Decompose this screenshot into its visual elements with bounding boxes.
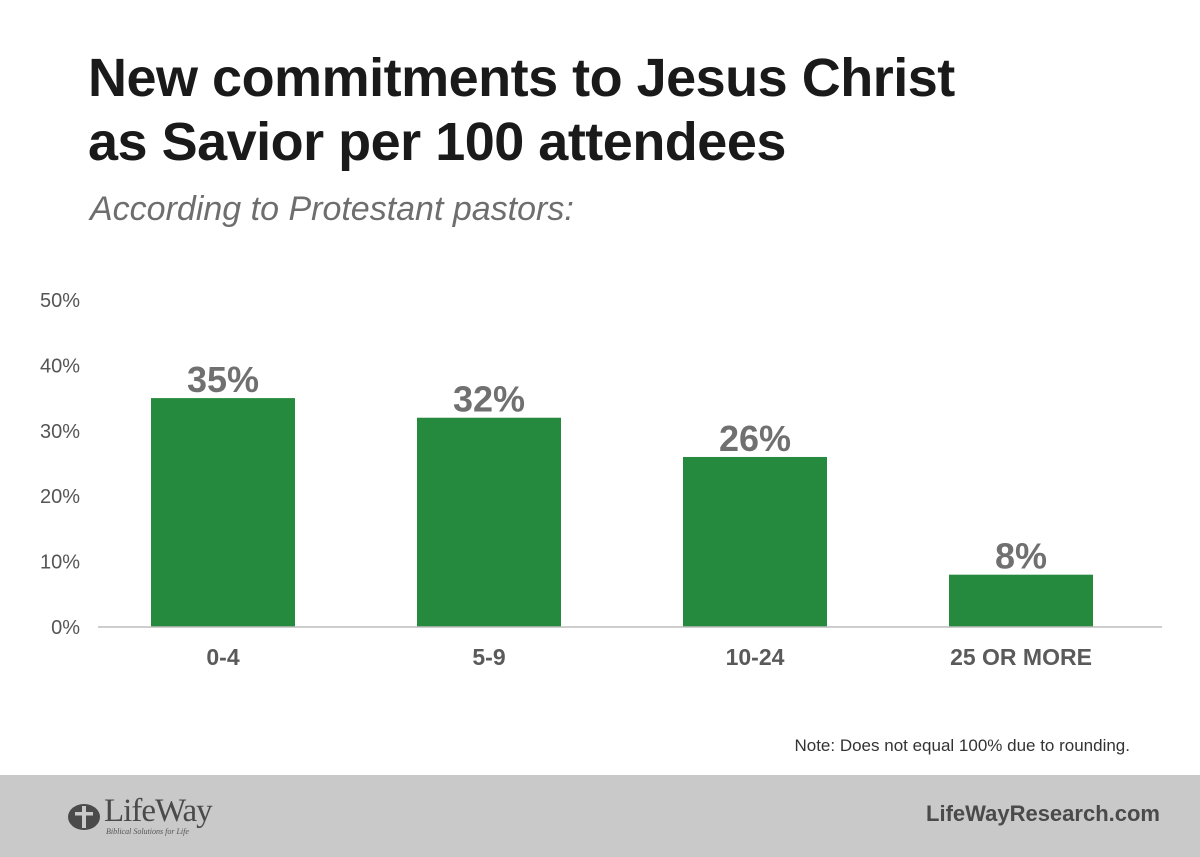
- bar-4: [949, 574, 1093, 627]
- data-label: 8%: [995, 536, 1047, 577]
- x-tick-label: 0-4: [206, 644, 239, 670]
- x-axis-labels: 0-4 5-9 10-24 25 OR MORE: [206, 644, 1092, 670]
- bar-chart: 0% 10% 20% 30% 40% 50% 35% 32% 26% 8% 0-4 5-9 10-2…: [40, 290, 1162, 670]
- bar-2: [417, 417, 561, 627]
- data-label: 32%: [453, 379, 525, 420]
- y-tick-label: 40%: [40, 355, 80, 377]
- data-label: 35%: [187, 359, 259, 400]
- chart-subtitle: According to Protestant pastors:: [90, 190, 574, 228]
- chart-title-line-1: New commitments to Jesus Christ: [88, 48, 955, 108]
- bar-3: [683, 456, 827, 627]
- x-tick-label: 25 OR MORE: [950, 644, 1092, 670]
- lifeway-logo: LifeWay Biblical Solutions for Life: [66, 793, 236, 839]
- footer-bar: LifeWay Biblical Solutions for Life Life…: [0, 775, 1200, 857]
- data-labels: 35% 32% 26% 8%: [187, 359, 1047, 577]
- x-tick-label: 10-24: [726, 644, 785, 670]
- y-tick-label: 50%: [40, 290, 80, 312]
- lifeway-emblem-icon: [68, 804, 100, 830]
- y-tick-label: 0%: [51, 617, 80, 639]
- bar-1: [151, 398, 295, 627]
- chart-title: New commitments to Jesus Christ as Savio…: [88, 46, 955, 174]
- website-link[interactable]: LifeWayResearch.com: [926, 801, 1160, 826]
- chart-title-line-2: as Savior per 100 attendees: [88, 112, 786, 172]
- y-tick-label: 20%: [40, 486, 80, 508]
- logo-tagline: Biblical Solutions for Life: [106, 827, 189, 836]
- bars: [151, 398, 1093, 627]
- y-axis-ticks: 0% 10% 20% 30% 40% 50%: [40, 290, 80, 639]
- y-tick-label: 30%: [40, 421, 80, 443]
- y-tick-label: 10%: [40, 552, 80, 574]
- logo-wordmark: LifeWay: [104, 793, 213, 829]
- data-label: 26%: [719, 418, 791, 459]
- rounding-note: Note: Does not equal 100% due to roundin…: [794, 736, 1130, 755]
- x-tick-label: 5-9: [472, 644, 505, 670]
